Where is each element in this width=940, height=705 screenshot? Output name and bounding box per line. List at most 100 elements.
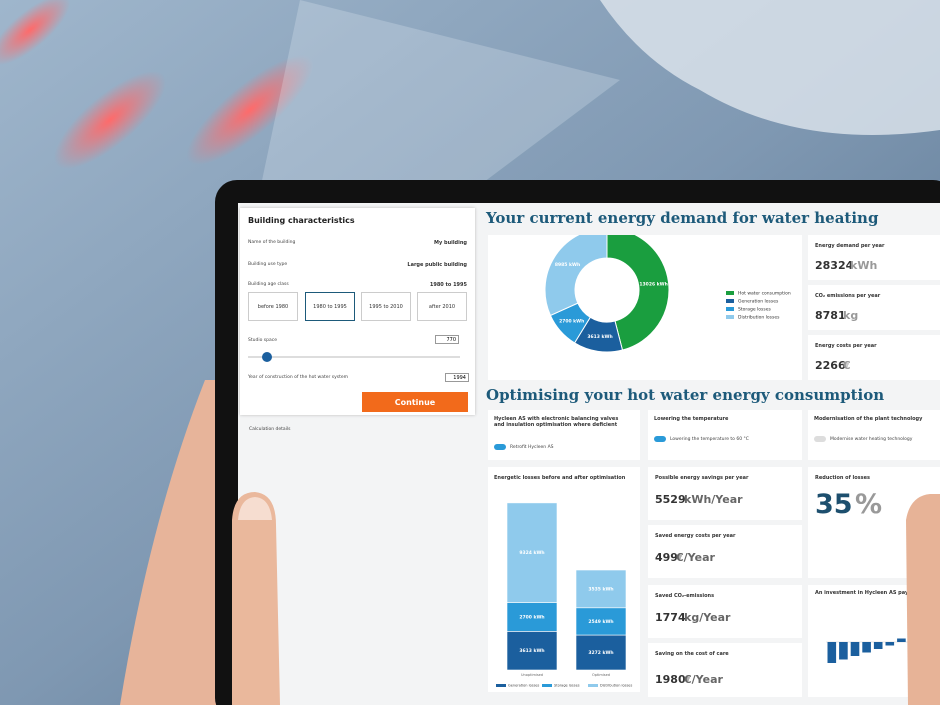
reduction-label: Reduction of losses [815,475,871,481]
row-value: My building [434,240,467,246]
bar [897,638,906,642]
option-title: Modernisation of the plant technology [814,416,923,422]
saving-card: Saved CO₂-emissions 1774 kg/Year [648,585,802,638]
year-input[interactable]: 1994 [445,373,469,382]
bar [827,642,837,663]
x-tick-label: Optimised [592,673,610,677]
bar-segment [506,502,558,603]
age-button[interactable]: 1995 to 2010 [361,292,411,321]
saving-value: 1980 [655,673,686,686]
continue-button[interactable]: Continue [362,392,468,412]
reduction-card: Reduction of losses 35 % [808,467,940,578]
tablet-screen: Building characteristics Name of the bui… [238,203,940,705]
stat-label: Energy costs per year [815,343,877,349]
donut-card: 13026 kWh Hot water consumption 3613 kWh Ge… [488,227,802,380]
stat-value: 2266 [815,359,846,372]
legend-swatch [496,684,506,687]
stat-unit: € [843,359,851,372]
donut-segment [606,227,670,351]
donut-chart: 13026 kWh Hot water consumption 3613 kWh Ge… [544,227,791,353]
bar-label: 3272 kWh [588,650,613,656]
bar [908,635,918,642]
age-button[interactable]: after 2010 [417,292,467,321]
saving-unit: €/Year [676,551,715,564]
legend-swatch [726,307,734,311]
losses-card: Energetic losses before and after optimi… [488,467,640,692]
toggle[interactable] [494,444,506,450]
toggle[interactable] [654,436,666,442]
bar [862,642,871,653]
toggle-label: Retrofit Hycleen AS [510,445,554,450]
row-label: Name of the building [248,240,296,245]
saving-card: Saved energy costs per year 499 €/Year [648,525,802,578]
legend-swatch [726,299,734,303]
segment-label: 3613 kWh [587,334,612,340]
saving-value: 5529 [655,493,686,506]
legend-label: Hot water consumption [738,291,791,297]
saving-card: Possible energy savings per year 5529 kW… [648,467,802,520]
slider-input[interactable]: 770 [435,335,459,344]
legend-label: Storage losses [738,307,771,313]
row-value: 1980 to 1995 [429,282,467,288]
segment-label: 8985 kWh [555,262,580,268]
saving-label: Saving on the cost of care [655,651,729,657]
option-title: Hycleen AS with electronic balancing val… [494,416,619,428]
legend-label: Storage losses [554,684,580,688]
x-tick-label: Unoptimised [521,673,543,677]
reduction-value: 35 [815,489,853,520]
bar-segment [506,631,558,671]
saving-unit: kg/Year [684,611,731,624]
bar-segment [575,634,627,671]
heading: Optimising your hot water energy consump… [486,386,885,404]
stat-unit: kg [843,309,859,322]
stat-card: Energy demand per year 28324 kWh [808,235,940,280]
stat-card: CO₂ emissions per year 8781 kg [808,285,940,330]
stat-label: Energy demand per year [815,243,885,249]
bar-label: 3613 kWh [519,648,544,654]
heading: Your current energy demand for water hea… [486,209,879,227]
chart-title: An investment in Hycleen AS pays off [815,590,921,596]
slider-thumb[interactable] [262,352,272,362]
saving-label: Possible energy savings per year [655,475,749,481]
segment-label: 2700 kWh [559,319,584,325]
legend-swatch [542,684,552,687]
bar-label: 9324 kWh [519,550,544,556]
age-button[interactable]: 1980 to 1995 [305,292,355,321]
bar [873,642,883,649]
saving-card: Saving on the cost of care 1980 €/Year [648,643,802,697]
row-value: Large public building [407,262,467,268]
reduction-unit: % [855,489,883,520]
payback-card: An investment in Hycleen AS pays off [808,585,940,697]
legend-swatch [726,315,734,319]
bar [839,642,848,660]
option-card: Modernisation of the plant technology Mo… [808,410,940,460]
bar-segment [575,569,627,609]
bar-segment [506,602,558,632]
toggle[interactable] [814,436,826,442]
row-label: Building use type [248,262,288,267]
bar [850,642,860,656]
legend-label: Generation losses [508,684,540,688]
saving-label: Saved CO₂-emissions [655,593,715,599]
toggle-label: Modernise water heating technology [830,437,913,442]
saving-value: 1774 [655,611,686,624]
bar-label: 2549 kWh [588,619,613,625]
bar [885,642,895,646]
saving-label: Saved energy costs per year [655,533,736,539]
legend-label: Distribution losses [600,684,632,688]
losses-chart: 3613 kWh 2700 kWh 9324 kWh Unoptimised 3272 … [496,502,632,688]
row-label: Building age class [248,282,289,287]
slider-track [248,356,460,358]
details-link[interactable]: Calculation details [249,427,291,432]
legend-swatch [726,291,734,295]
panel-title: Building characteristics [248,216,355,225]
age-button[interactable]: before 1980 [248,292,298,321]
stat-card: Energy costs per year 2266 € [808,335,940,380]
stat-value: 8781 [815,309,846,322]
option-card: Hycleen AS with electronic balancing val… [488,410,640,460]
option-title: Lowering the temperature [654,416,729,422]
bar [920,628,929,642]
bar [931,621,940,642]
chart-title: Energetic losses before and after optimi… [494,475,626,481]
bar-label: 3535 kWh [588,586,613,592]
